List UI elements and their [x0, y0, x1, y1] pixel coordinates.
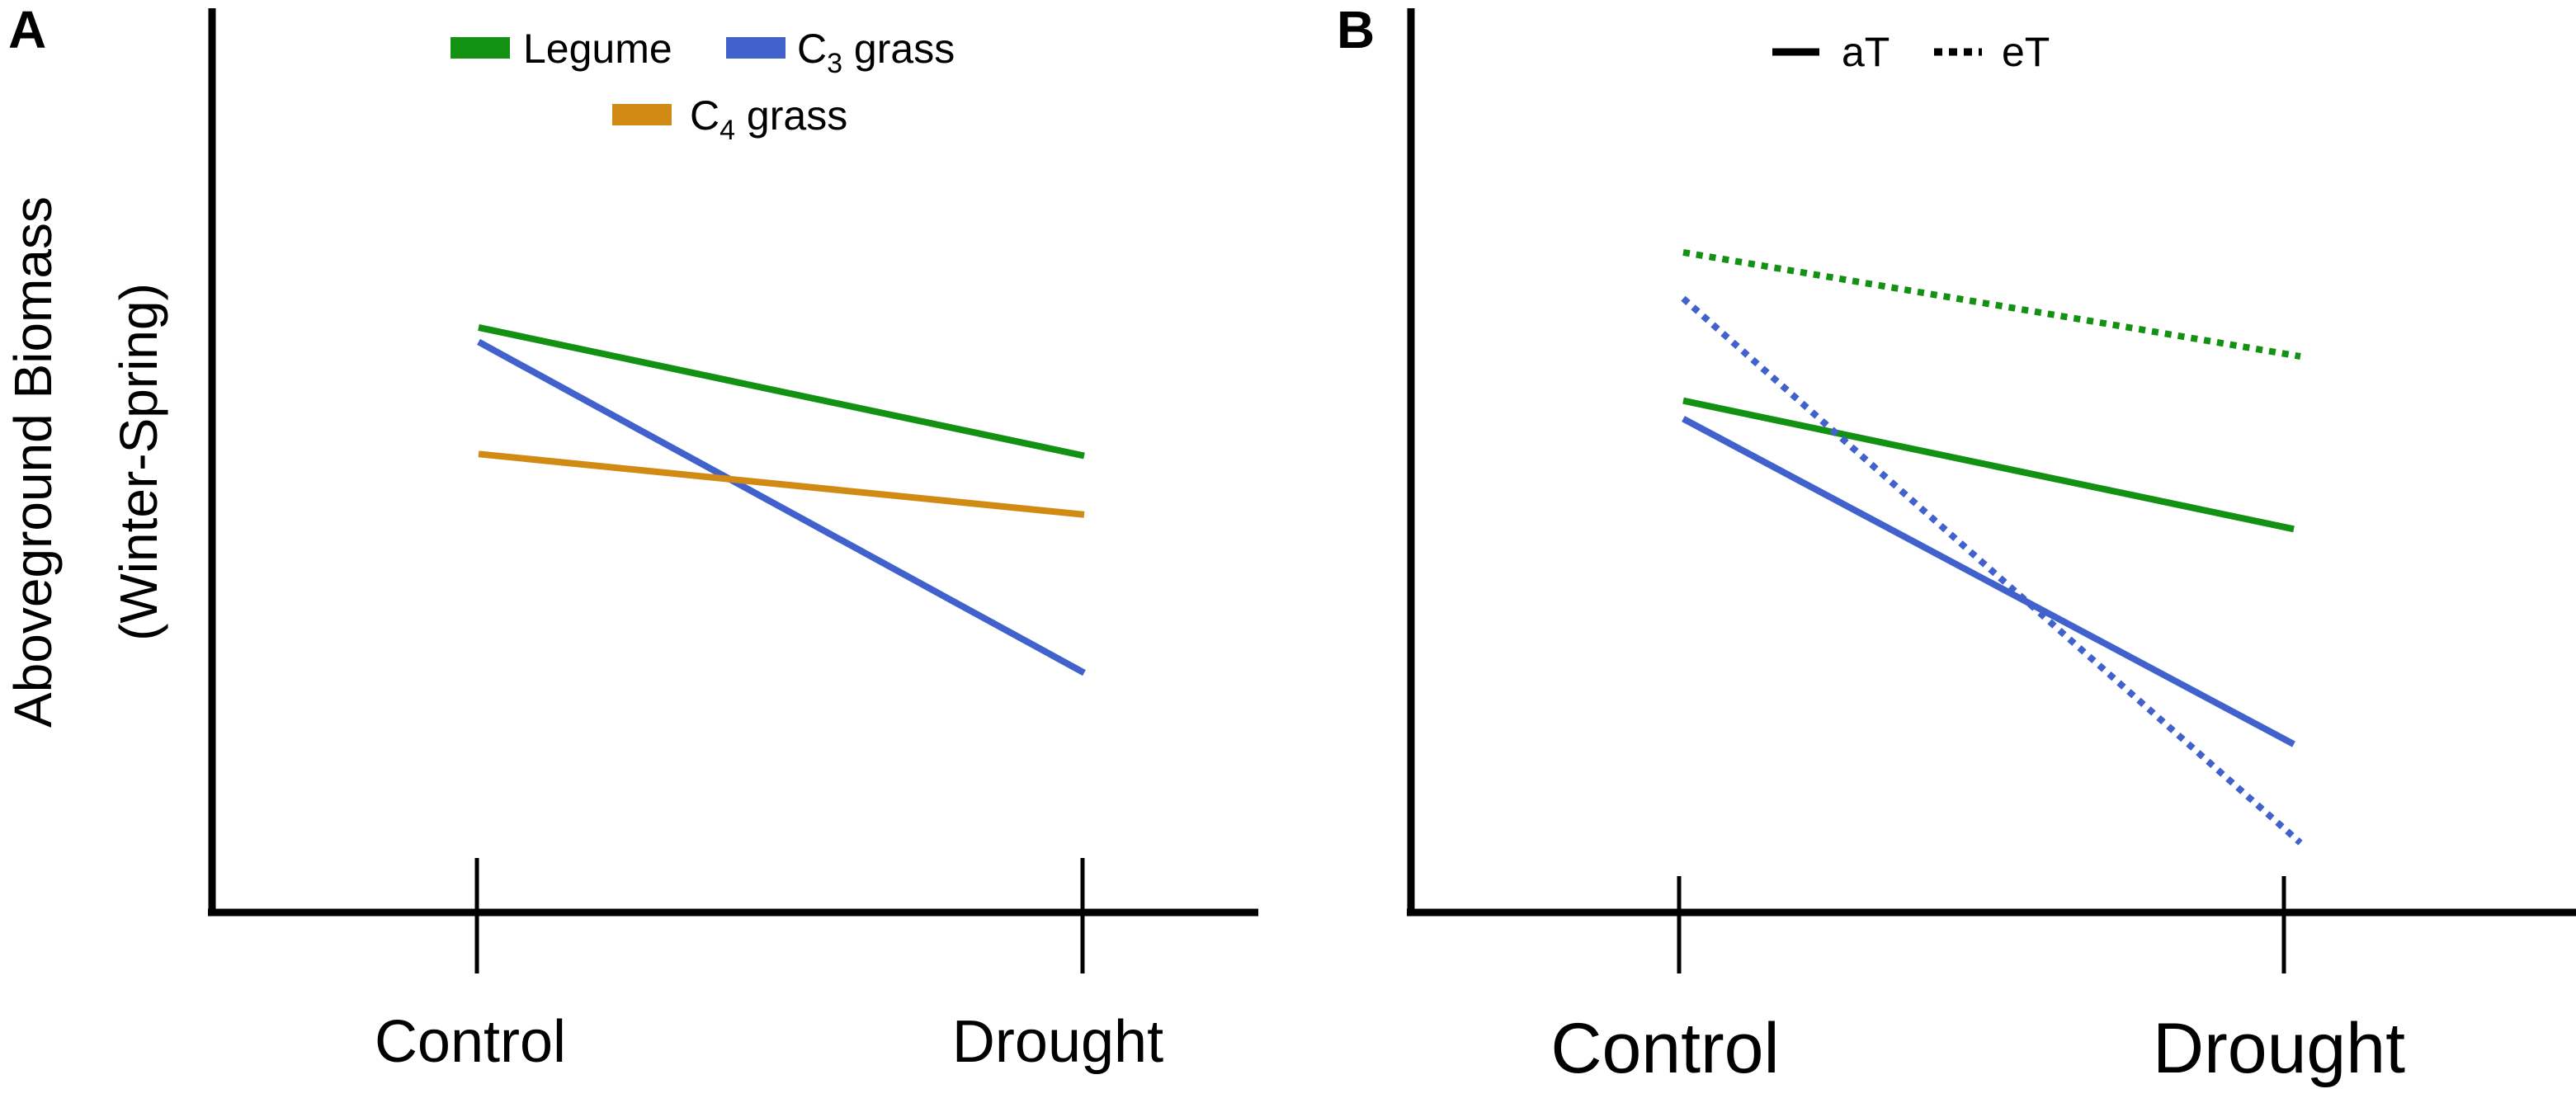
legend-swatch-c4-grass	[612, 104, 672, 125]
panel-b-lines	[1681, 248, 2303, 846]
panel-a-series-c4-grass	[478, 450, 1085, 518]
legend-label-c4-grass: C4 grass	[690, 92, 847, 146]
y-axis-label-line1: Aboveground Biomass	[3, 196, 63, 728]
panel-a-series-legume	[478, 323, 1085, 460]
legend-label-et: eT	[2002, 29, 2050, 75]
panel-a-letter: A	[8, 0, 46, 59]
legend-label-legume: Legume	[523, 26, 672, 72]
panel-b-series-legume-et	[1682, 248, 2301, 360]
panel-b-series-legume-at	[1682, 397, 2295, 533]
legend-c3-suffix: grass	[842, 26, 955, 72]
panel-a-series-c3-grass	[477, 338, 1086, 676]
panel-b-tick-label-drought: Drought	[2153, 1009, 2405, 1088]
legend-label-c3-grass: C3 grass	[797, 26, 955, 79]
panel-a-lines	[477, 323, 1086, 676]
panel-b-tick-label-control: Control	[1550, 1009, 1779, 1088]
panel-a: Control Drought Legume C3 grass C4 grass	[208, 8, 1258, 1075]
legend-label-at: aT	[1842, 29, 1890, 75]
panel-a-tick-label-control: Control	[375, 1009, 566, 1075]
panel-b-series-c3-grass-et	[1681, 295, 2303, 846]
legend-c4-suffix: grass	[735, 92, 847, 139]
panel-b-series-c3-grass-at	[1682, 416, 2295, 747]
panel-a-tick-label-drought: Drought	[952, 1009, 1163, 1075]
legend-c4-letter: C	[690, 92, 719, 139]
legend-c3-letter: C	[797, 26, 827, 72]
y-axis-label-line2: (Winter-Spring)	[109, 283, 168, 641]
panel-b-legend: aT eT	[1772, 29, 2050, 75]
y-axis-label: Aboveground Biomass (Winter-Spring)	[3, 196, 168, 728]
panel-b: Control Drought aT eT	[1407, 8, 2576, 1088]
legend-swatch-c3-grass	[726, 37, 786, 59]
panel-b-letter: B	[1337, 0, 1375, 59]
legend-c4-sub: 4	[719, 115, 735, 146]
legend-c3-sub: 3	[827, 48, 842, 79]
panel-a-legend: Legume C3 grass C4 grass	[451, 26, 955, 146]
legend-swatch-legume	[451, 37, 510, 59]
